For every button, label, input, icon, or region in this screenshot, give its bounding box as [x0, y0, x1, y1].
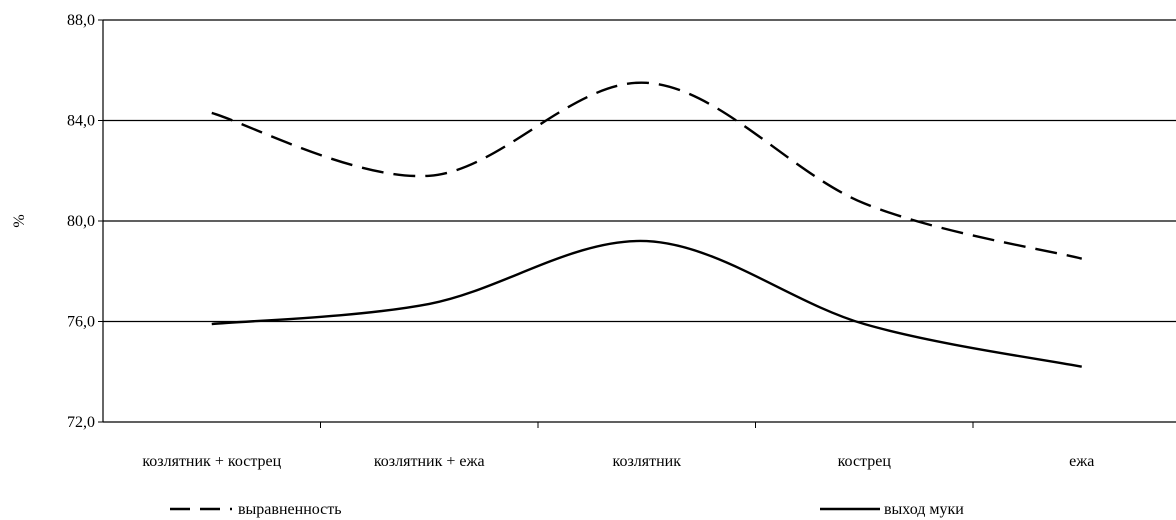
legend: выравненность выход муки [170, 501, 964, 518]
x-tick-labels: козлятник + кострец козлятник + ежа козлят… [142, 422, 1094, 470]
x-tick-label: козлятник + ежа [374, 453, 485, 470]
gridlines [103, 19, 1176, 323]
y-axis-label: % [11, 214, 28, 227]
y-tick-labels: 72,0 76,0 80,0 84,0 88,0 [67, 12, 103, 431]
series-line-vyravnennost [211, 81, 1083, 260]
y-tick-label: 88,0 [67, 12, 95, 29]
series-lines [211, 81, 1083, 368]
y-tick-label: 80,0 [67, 213, 95, 230]
x-tick-label: кострец [838, 453, 892, 470]
x-tick-label: козлятник [612, 453, 681, 470]
legend-label: выравненность [238, 501, 342, 518]
y-tick-label: 72,0 [67, 414, 95, 431]
x-tick-label: ежа [1069, 453, 1094, 470]
y-tick-label: 84,0 [67, 113, 95, 130]
x-tick-label: козлятник + кострец [142, 453, 281, 470]
series-line-vykhod-muki [211, 239, 1082, 368]
legend-label: выход муки [884, 501, 964, 518]
y-tick-label: 76,0 [67, 314, 95, 331]
